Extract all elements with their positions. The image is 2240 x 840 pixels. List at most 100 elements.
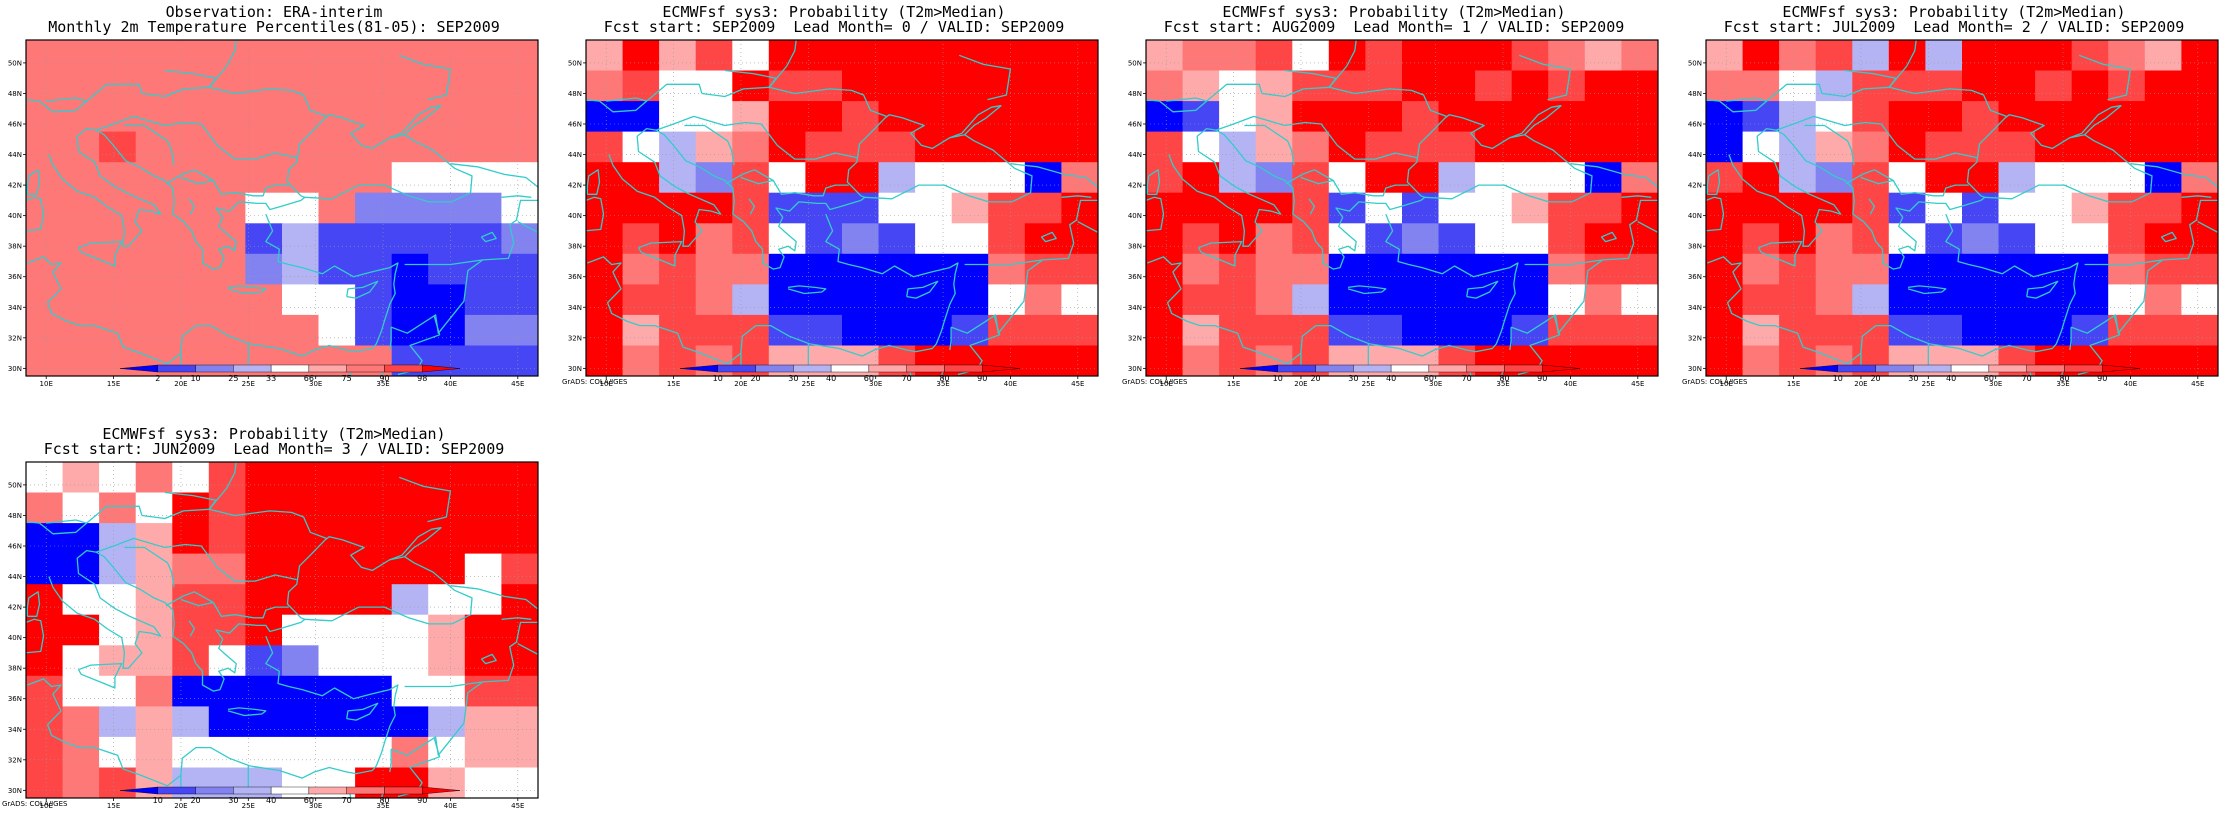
x-tick-label: 25E xyxy=(1362,380,1375,388)
coastline-path xyxy=(1215,115,1417,160)
y-tick-label: 46N xyxy=(568,121,582,129)
grid-cell xyxy=(622,192,660,224)
coastline-path xyxy=(1845,169,1894,185)
coastline-path xyxy=(1406,114,1593,203)
grid-cell xyxy=(1475,70,1513,102)
grid-cell xyxy=(1962,131,2000,163)
grid-cell xyxy=(915,284,953,316)
map-frame xyxy=(25,39,539,377)
grid-cell xyxy=(805,70,843,102)
grid-cell xyxy=(208,706,246,738)
color-legend: 10 20 30 40 60 70 80 90 xyxy=(119,786,461,805)
grid-cell xyxy=(245,314,283,346)
legend-tick-label: 90 xyxy=(379,374,389,383)
grid-cell xyxy=(1328,131,1366,163)
grid-cell xyxy=(1925,192,1963,224)
grid-cell xyxy=(99,462,137,494)
coastline-path xyxy=(95,551,306,692)
grid-cell xyxy=(464,492,502,524)
grid-cell xyxy=(62,314,100,346)
grid-cell xyxy=(318,736,356,768)
grid-cell xyxy=(318,553,356,585)
grid-cell xyxy=(1061,162,1098,194)
y-tick-label: 42N xyxy=(8,604,22,612)
grid-cell xyxy=(1292,40,1330,72)
grid-cell xyxy=(2035,314,2073,346)
coastline-path xyxy=(846,114,1033,203)
legend-swatch xyxy=(1504,364,1543,373)
grid-cell xyxy=(62,345,100,376)
grid-cell xyxy=(915,223,953,255)
grid-cell xyxy=(355,675,393,707)
field-grid xyxy=(586,40,1098,376)
grid-cell xyxy=(26,284,64,316)
coastline-path xyxy=(2069,327,2072,351)
coastline-path xyxy=(1509,105,1562,139)
grid-cell xyxy=(501,614,538,646)
panel-title: ECMWFsf sys3: Probability (T2m>Median) xyxy=(102,425,446,443)
grid-cell xyxy=(915,40,953,72)
y-tick-label: 36N xyxy=(8,695,22,703)
legend-swatch xyxy=(422,786,461,795)
grid-cell xyxy=(26,131,64,163)
x-tick-label: 40E xyxy=(444,380,457,388)
grid-cell xyxy=(2071,223,2109,255)
grid-cell xyxy=(1706,70,1744,102)
y-tick-label: 30N xyxy=(1128,365,1142,373)
coastline-path xyxy=(1166,83,1263,102)
legend-tick-label: 20 xyxy=(750,374,760,383)
grid-cell xyxy=(2071,162,2109,194)
grid-cell xyxy=(2108,284,2146,316)
grid-cell xyxy=(805,192,843,224)
legend-tick-label: 30 xyxy=(228,796,238,805)
legend-swatch xyxy=(1988,364,2027,373)
grid-cell xyxy=(1706,314,1744,346)
coastline-path xyxy=(608,127,722,247)
panel-title: ECMWFsf sys3: Probability (T2m>Median) xyxy=(662,3,1006,21)
grid-cell xyxy=(1061,284,1098,316)
grid-cell xyxy=(951,284,989,316)
coastline-path xyxy=(586,98,648,113)
grid-cell xyxy=(135,553,173,585)
grid-cell xyxy=(951,223,989,255)
grid-cell xyxy=(26,553,64,585)
y-tick-label: 36N xyxy=(1688,273,1702,281)
grid-cell xyxy=(391,614,429,646)
legend-tick-label: 20 xyxy=(1310,374,1320,383)
coastlines xyxy=(26,462,538,798)
grid-cell xyxy=(2071,284,2109,316)
y-tick-label: 38N xyxy=(1128,243,1142,251)
legend-swatch xyxy=(308,786,347,795)
grid-cell xyxy=(355,162,393,194)
coastline-path xyxy=(141,86,327,118)
grid-cell xyxy=(245,523,283,555)
coastline-path xyxy=(227,285,267,295)
coastline-path xyxy=(1347,285,1387,295)
grid-cell xyxy=(2144,192,2182,224)
coastline-path xyxy=(346,280,379,299)
x-tick-label: 15E xyxy=(107,380,120,388)
coastline-path xyxy=(1868,198,1876,215)
grid-cell xyxy=(842,314,880,346)
grid-cell xyxy=(695,253,733,285)
legend-tick-label: 70 xyxy=(902,374,912,383)
map-panel-obs: Observation: ERA-interim Monthly 2m Tempe… xyxy=(0,0,548,412)
grid-cell xyxy=(428,131,466,163)
coastline-path xyxy=(404,585,538,688)
legend-tick-label: 80 xyxy=(379,796,389,805)
coastline-path xyxy=(165,169,214,185)
grid-cell xyxy=(318,192,356,224)
legend-swatch xyxy=(233,364,272,373)
grid-cell xyxy=(1742,70,1780,102)
coastline-path xyxy=(1308,198,1316,215)
grid-cell xyxy=(2144,40,2182,72)
coastline-path xyxy=(1518,54,1572,101)
coastline-path xyxy=(1888,40,1917,88)
grid-cell xyxy=(26,767,64,798)
grid-cell xyxy=(318,40,356,72)
grid-cell xyxy=(355,70,393,102)
grid-cell xyxy=(501,192,538,224)
legend-swatch xyxy=(157,364,196,373)
coastline-path xyxy=(1146,169,1161,195)
grid-cell xyxy=(2035,192,2073,224)
